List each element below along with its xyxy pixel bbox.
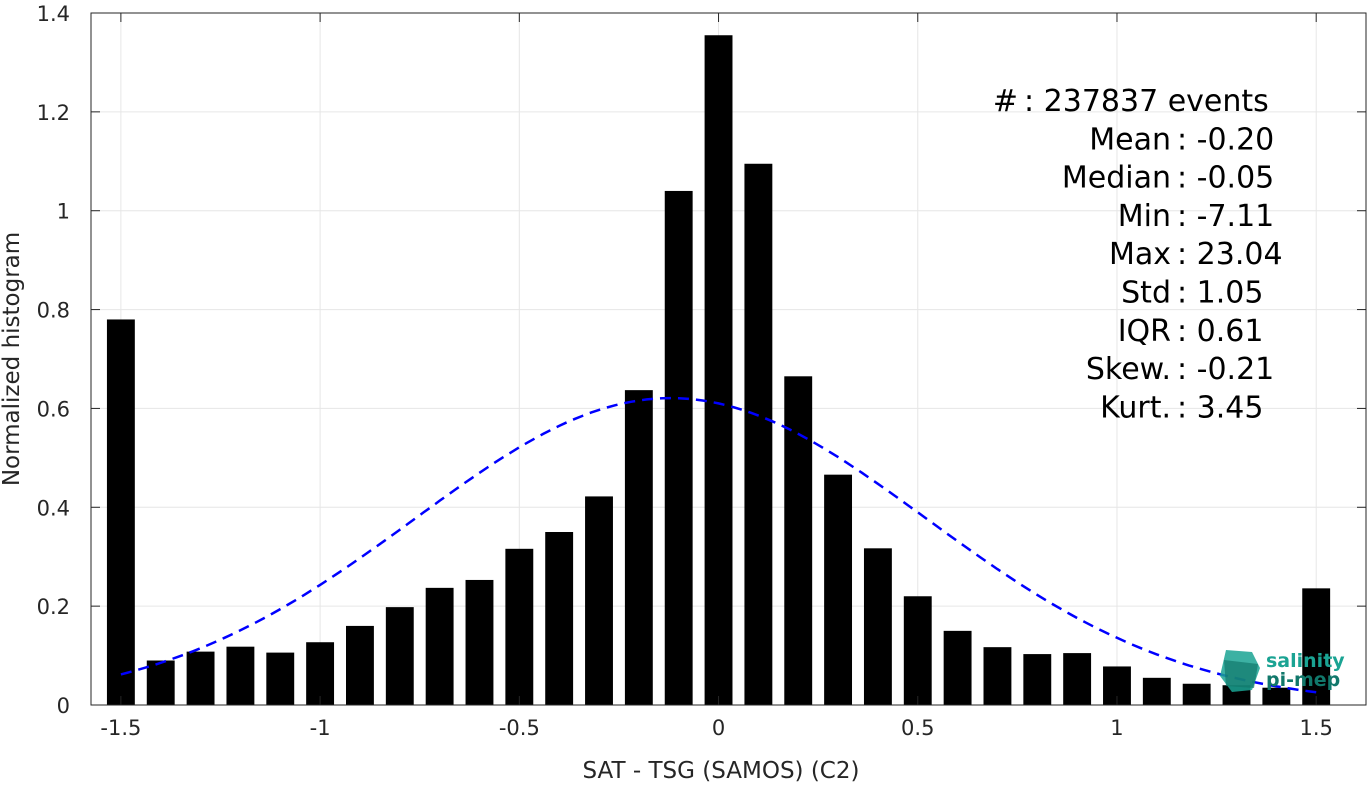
histogram-bar — [624, 390, 653, 705]
stat-label: Max — [1109, 237, 1171, 272]
logo-text-line1: salinity — [1266, 650, 1345, 672]
stat-value: : 1.05 — [1177, 276, 1263, 311]
y-axis-label: Normalized histogram — [0, 232, 25, 486]
stat-label: IQR — [1118, 314, 1171, 349]
x-tick-label: -0.5 — [499, 716, 540, 740]
axis-ticks: -1.5 -1 -0.5 0 0.5 1 1.5 0 0.2 0.4 0.6 0.8 1 1.2 1.4 — [37, 2, 1366, 740]
y-tick-label: 0.4 — [37, 496, 70, 520]
stat-value: : 237837 events — [1024, 84, 1269, 119]
y-tick-label: 0.8 — [37, 299, 70, 323]
histogram-bars — [106, 35, 1331, 705]
x-tick-label: -1 — [310, 716, 331, 740]
histogram-bar — [784, 376, 813, 705]
stat-label: Median — [1062, 161, 1171, 196]
y-tick-label: 0 — [57, 694, 70, 718]
x-tick-label: 1.5 — [1299, 716, 1332, 740]
stat-label: Mean — [1089, 122, 1171, 157]
histogram-bar — [863, 548, 892, 705]
logo-icon — [1220, 650, 1260, 692]
stat-label: Std — [1121, 276, 1171, 311]
histogram-bar — [983, 647, 1012, 705]
x-tick-label: 0.5 — [901, 716, 934, 740]
histogram-bar — [1063, 653, 1092, 705]
histogram-bar — [385, 607, 414, 705]
stat-value: : 0.61 — [1177, 314, 1263, 349]
histogram-bar — [505, 548, 534, 705]
y-tick-label: 0.6 — [37, 397, 70, 421]
y-tick-label: 1.4 — [37, 2, 70, 26]
histogram-bar — [266, 652, 295, 705]
histogram-bar — [744, 163, 773, 705]
stat-value: : 3.45 — [1177, 390, 1263, 425]
histogram-bar — [425, 587, 454, 705]
histogram-bar — [943, 630, 972, 705]
stat-label: Min — [1118, 199, 1171, 234]
stat-value: : -7.11 — [1177, 199, 1274, 234]
stat-label: Kurt. — [1100, 390, 1171, 425]
histogram-bar — [306, 642, 335, 705]
histogram-bar — [1262, 687, 1291, 705]
stat-label: Skew. — [1086, 352, 1171, 387]
y-tick-label: 1 — [57, 200, 70, 224]
stat-value: : 23.04 — [1177, 237, 1283, 272]
plot-frame — [90, 12, 1367, 706]
stat-value: : -0.05 — [1177, 161, 1274, 196]
y-tick-label: 1.2 — [37, 101, 70, 125]
histogram-bar — [465, 579, 494, 705]
logo-text-line2: pi-mep — [1266, 669, 1340, 691]
histogram-bar — [226, 646, 255, 705]
x-tick-label: 0 — [712, 716, 725, 740]
histogram-bar — [704, 35, 733, 705]
stat-value: : -0.20 — [1177, 122, 1274, 157]
stat-label: # — [993, 84, 1018, 119]
normal-fit-curve — [120, 396, 1317, 694]
histogram-bar — [186, 651, 215, 705]
salinity-pi-mep-logo: salinity pi-mep — [1220, 650, 1345, 692]
x-tick-label: 1 — [1110, 716, 1123, 740]
histogram-bar — [146, 660, 175, 705]
x-tick-label: -1.5 — [100, 716, 141, 740]
histogram-bar — [824, 474, 853, 705]
histogram-bar — [106, 319, 135, 705]
x-axis-label: SAT - TSG (SAMOS) (C2) — [583, 758, 860, 784]
histogram-bar — [1142, 677, 1171, 705]
histogram-bar — [903, 596, 932, 705]
histogram-bar — [346, 625, 374, 705]
histogram-bar — [664, 190, 693, 705]
histogram-bar — [1182, 683, 1211, 705]
stat-value: : -0.21 — [1177, 352, 1274, 387]
histogram-bar — [1302, 588, 1331, 705]
y-tick-label: 0.2 — [37, 595, 70, 619]
histogram-bar — [545, 532, 574, 705]
histogram-bar — [1023, 654, 1052, 705]
histogram-bar — [585, 496, 613, 705]
